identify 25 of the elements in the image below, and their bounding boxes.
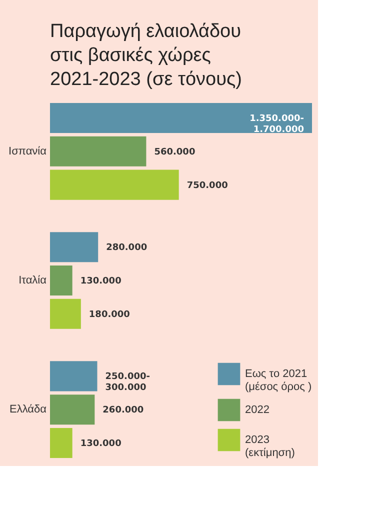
legend-label: 2022	[245, 404, 270, 416]
data-label: 560.000	[154, 147, 196, 158]
bar	[50, 265, 72, 296]
legend-label: 2023 (εκτίμηση)	[245, 434, 295, 459]
data-label: 280.000	[106, 243, 148, 254]
bar	[50, 103, 312, 134]
y-tick-label: Ιταλία	[18, 274, 48, 286]
bar	[50, 232, 98, 262]
bar	[50, 428, 72, 458]
bar	[50, 298, 81, 329]
data-label: 750.000	[186, 180, 228, 191]
data-label: 1.350.000-1.700.000	[250, 114, 304, 136]
bar	[50, 361, 98, 392]
y-tick-label: Ισπανία	[8, 145, 48, 158]
bar	[50, 170, 179, 200]
bar	[50, 136, 146, 166]
legend-label: Εως το 2021 (μέσος όρος )	[245, 368, 312, 393]
y-tick-label: Ελλάδα	[9, 404, 48, 416]
data-label: 130.000	[80, 276, 122, 286]
bar	[50, 394, 95, 425]
data-label: 260.000	[102, 406, 144, 416]
data-label: 130.000	[80, 438, 122, 449]
data-label: 250.000-300.000	[105, 372, 150, 394]
chart-title: Παραγωγή ελαιολάδου στις βασικές χώρες 2021-2023 (σε τόνους)	[50, 21, 242, 90]
data-label: 180.000	[88, 310, 130, 320]
